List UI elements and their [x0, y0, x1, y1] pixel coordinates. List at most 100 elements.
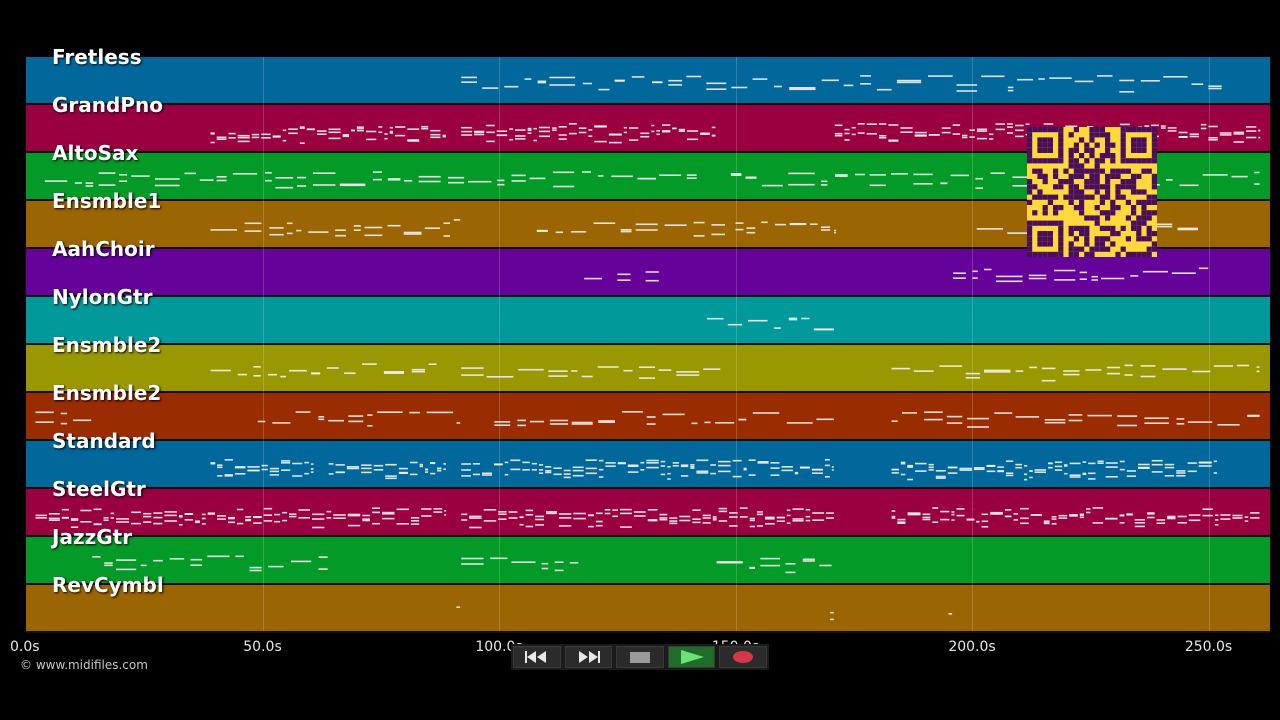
note — [372, 522, 380, 525]
note — [876, 88, 892, 91]
fast-forward-button[interactable] — [564, 646, 613, 668]
note — [524, 78, 532, 80]
note — [421, 508, 432, 510]
note — [548, 375, 568, 377]
note — [538, 135, 550, 138]
note — [383, 371, 404, 373]
note — [692, 521, 701, 524]
note — [1256, 366, 1260, 368]
note — [1151, 459, 1163, 462]
qr-module — [1094, 215, 1100, 221]
note — [224, 474, 233, 476]
qr-module — [1068, 225, 1074, 231]
note — [1119, 514, 1125, 516]
note — [830, 611, 834, 614]
qr-module — [1131, 251, 1137, 257]
note — [228, 132, 236, 135]
qr-module — [1073, 168, 1079, 174]
qr-module — [1110, 158, 1116, 164]
note — [1202, 174, 1228, 176]
note — [1151, 471, 1163, 473]
note — [984, 369, 1011, 372]
note — [686, 174, 697, 176]
note — [700, 132, 710, 135]
note — [1069, 515, 1078, 517]
qr-module — [1058, 184, 1064, 190]
stop-button[interactable] — [616, 646, 664, 668]
qr-module — [1047, 127, 1053, 133]
qr-module — [1037, 236, 1043, 242]
qr-module — [1110, 231, 1116, 237]
note — [517, 419, 526, 422]
qr-module — [1068, 251, 1074, 257]
record-button[interactable] — [719, 646, 767, 668]
note — [533, 139, 537, 142]
note — [1256, 370, 1260, 373]
note — [306, 128, 315, 131]
qr-module — [1053, 251, 1059, 257]
play-button[interactable] — [667, 646, 716, 668]
note — [1034, 469, 1046, 471]
note — [623, 131, 627, 134]
note — [244, 230, 262, 232]
note — [702, 514, 711, 517]
note — [1198, 267, 1209, 270]
note — [164, 511, 177, 513]
note — [749, 566, 755, 569]
note — [749, 517, 755, 520]
note — [143, 515, 152, 518]
note — [269, 467, 279, 470]
note — [201, 523, 206, 525]
note — [288, 132, 298, 135]
qr-module — [1094, 142, 1100, 148]
note — [690, 464, 695, 466]
play-icon — [680, 650, 704, 664]
note — [178, 515, 183, 517]
qr-module — [1027, 189, 1033, 195]
note — [786, 514, 791, 517]
note — [834, 132, 843, 135]
note — [282, 519, 288, 522]
note — [201, 517, 206, 520]
note — [510, 459, 521, 462]
qr-module — [1047, 158, 1053, 164]
note — [444, 510, 447, 512]
note — [348, 420, 364, 423]
note — [667, 472, 671, 475]
rewind-button[interactable] — [513, 646, 561, 668]
note — [1160, 127, 1166, 129]
note — [443, 468, 446, 470]
qr-module — [1110, 173, 1116, 179]
note — [496, 130, 508, 132]
note — [364, 226, 383, 229]
qr-module — [1079, 210, 1085, 216]
qr-module — [1146, 225, 1152, 231]
note — [1192, 370, 1211, 373]
note — [228, 137, 236, 139]
note — [1217, 424, 1240, 426]
note — [947, 466, 958, 469]
note — [1160, 125, 1166, 127]
note — [585, 459, 597, 461]
note — [216, 176, 227, 178]
note — [558, 513, 572, 515]
note — [286, 222, 293, 225]
note — [569, 562, 579, 564]
note — [951, 519, 955, 521]
note — [1187, 462, 1197, 464]
qr-module — [1120, 132, 1126, 138]
qr-module — [1079, 205, 1085, 211]
note — [965, 372, 980, 375]
note — [389, 126, 393, 129]
note — [660, 460, 666, 463]
note — [696, 472, 709, 474]
note — [748, 319, 768, 322]
note — [805, 509, 811, 511]
qr-module — [1037, 147, 1043, 153]
note — [786, 509, 791, 512]
note — [98, 172, 116, 174]
note — [975, 187, 983, 189]
note — [994, 412, 1013, 414]
note — [900, 462, 906, 465]
qr-module — [1047, 147, 1053, 153]
